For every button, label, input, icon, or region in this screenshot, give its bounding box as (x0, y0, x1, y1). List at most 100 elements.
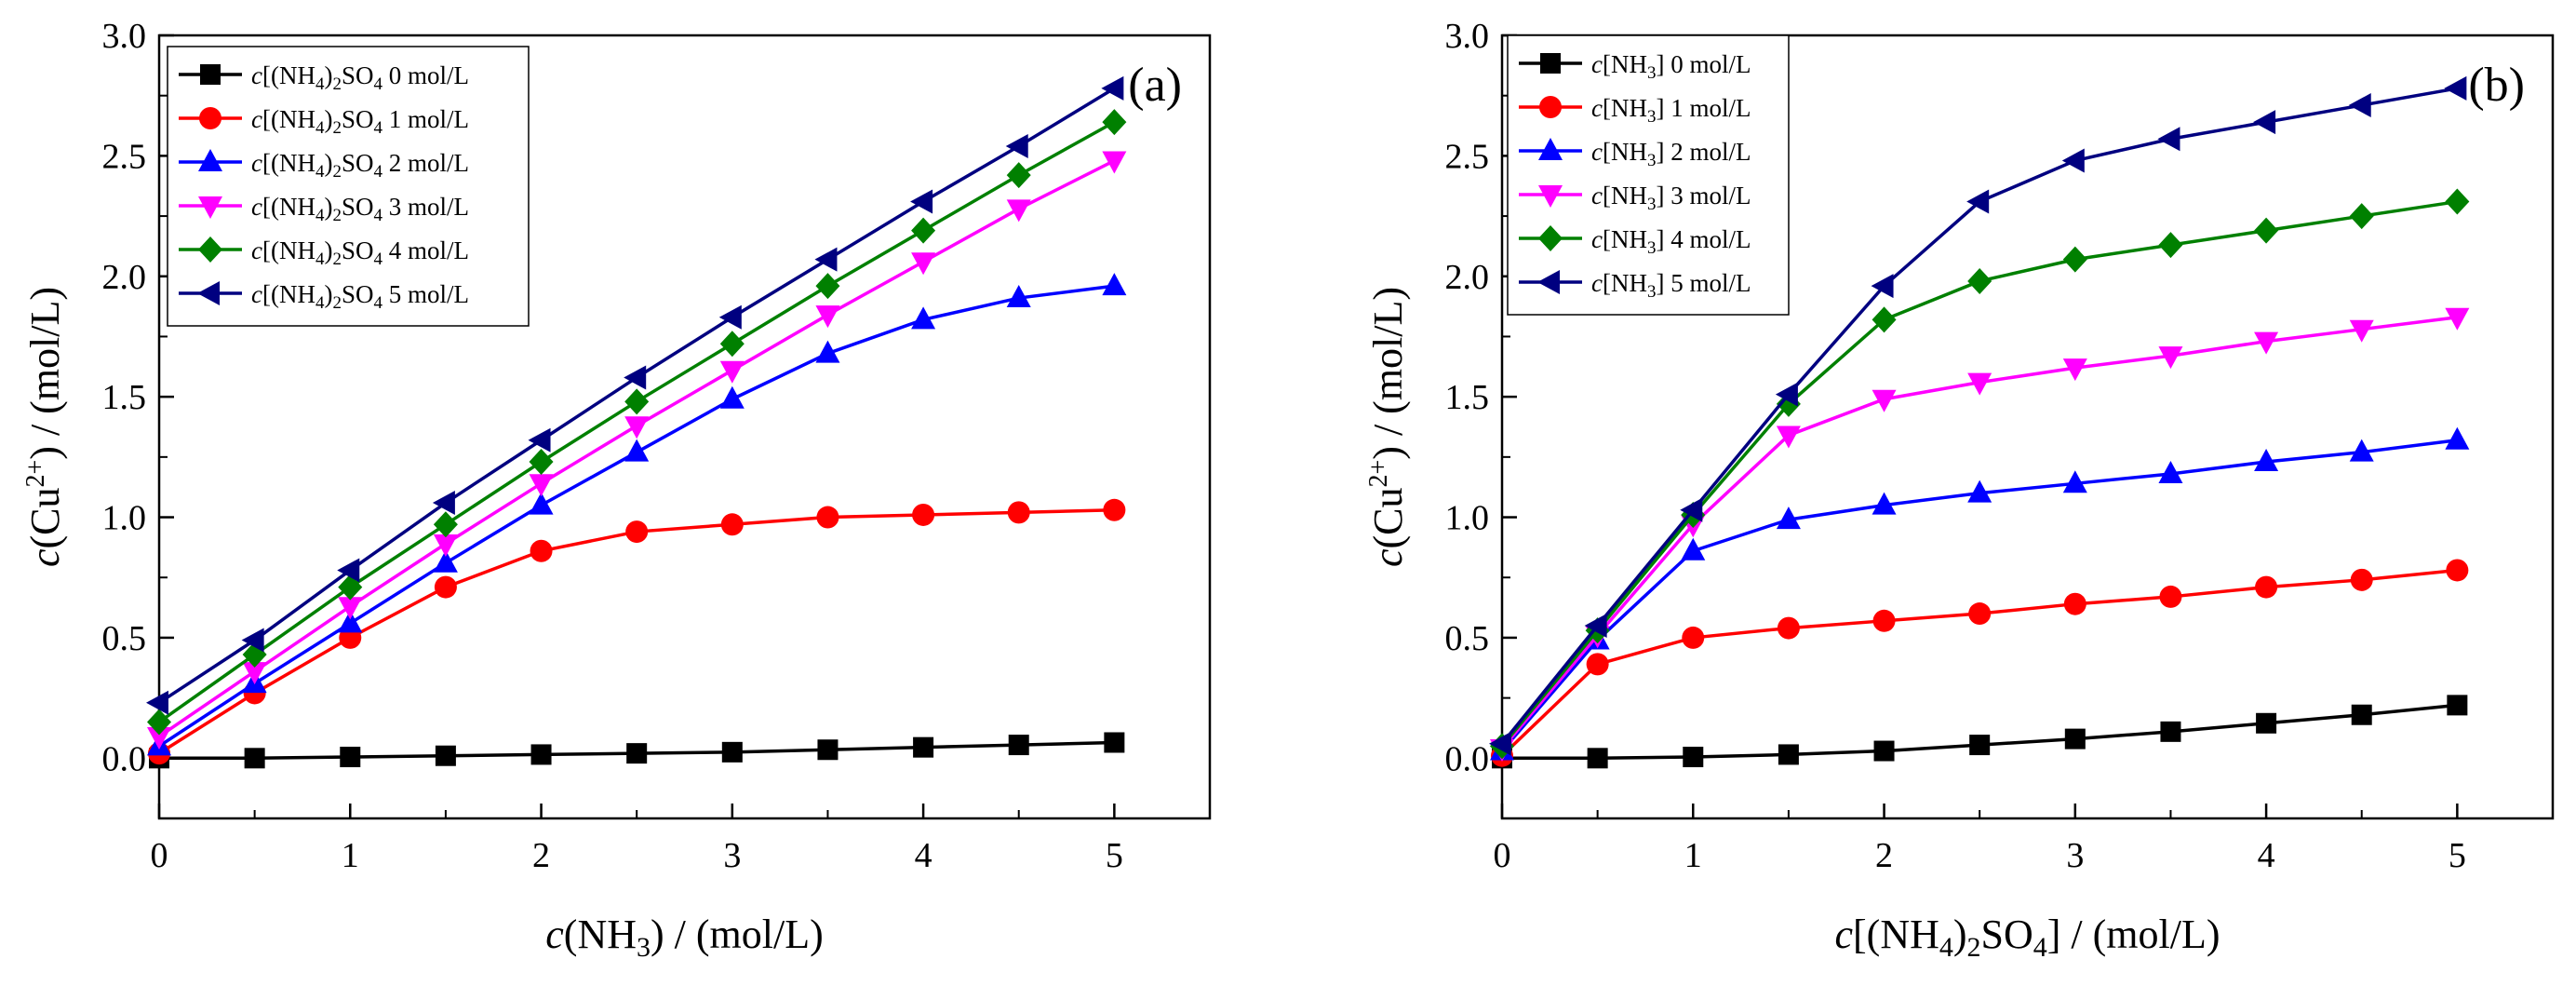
data-point (1872, 609, 1896, 632)
data-point (2447, 695, 2468, 716)
x-tick-label: 1 (342, 836, 359, 875)
data-point (720, 513, 744, 536)
y-tick-label: 0.0 (1445, 739, 1490, 778)
x-tick-label: 2 (532, 836, 550, 875)
data-point (244, 748, 265, 769)
x-tick-label: 2 (1875, 836, 1893, 875)
data-point (626, 743, 648, 764)
data-point (719, 331, 745, 358)
data-point (146, 690, 168, 715)
data-point (1584, 613, 1607, 638)
data-point (337, 558, 360, 583)
data-point (1966, 189, 1990, 214)
legend-swatch-marker (1540, 53, 1561, 74)
legend-entry-label: c[NH3] 0 mol/L (1591, 50, 1751, 83)
legend-entry-label: c[NH3] 4 mol/L (1591, 225, 1751, 258)
panel-label: (b) (2468, 59, 2525, 112)
plot-frame (157, 34, 1212, 820)
x-tick-label: 0 (1494, 836, 1511, 875)
data-point (721, 741, 743, 763)
x-tick-label: 5 (2449, 836, 2466, 875)
legend-swatch-marker (1538, 185, 1563, 208)
series-line (1500, 568, 2458, 757)
data-point (2349, 203, 2374, 230)
data-point (2349, 319, 2374, 343)
data-point (242, 662, 267, 685)
data-point (2160, 721, 2181, 742)
y-tick-label: 1.5 (102, 378, 147, 417)
legend-entry-label: c[(NH4)2SO4 4 mol/L (251, 236, 469, 269)
data-point (2062, 470, 2087, 493)
legend-entry-label: c[(NH4)2SO4 0 mol/L (251, 61, 469, 94)
legend-entry-label: c[NH3] 3 mol/L (1591, 182, 1751, 214)
legend-swatch-marker (1538, 138, 1563, 160)
legend-entry-label: c[(NH4)2SO4 5 mol/L (251, 280, 469, 313)
data-point (624, 365, 647, 390)
legend-swatch-marker (200, 64, 221, 85)
panel-a: 0 1 2 3 4 5 0.0 0.5 1.0 1.5 2.0 2.5 3.0 c(NH3) / (mol… (21, 17, 1212, 963)
legend: c[(NH4)2SO4 0 mol/L c[(NH4)2SO4 1 mol/L c[… (167, 46, 530, 327)
data-point (2351, 704, 2372, 725)
data-point (241, 628, 264, 653)
series-line (158, 284, 1115, 748)
y-tick-label: 2.0 (102, 258, 147, 297)
data-point (2349, 439, 2374, 462)
legend-swatch-marker (1538, 225, 1563, 251)
data-point (433, 511, 458, 538)
data-point (2445, 426, 2470, 450)
data-point (2348, 93, 2371, 118)
data-point (2063, 592, 2086, 615)
data-point (2253, 110, 2276, 135)
x-tick-label: 4 (2258, 836, 2275, 875)
data-point (814, 247, 838, 272)
data-point (1683, 747, 1704, 768)
x-tick-label: 3 (723, 836, 741, 875)
data-point (815, 273, 840, 300)
data-point (2254, 449, 2279, 472)
x-tick-label: 1 (1684, 836, 1702, 875)
data-point (529, 492, 554, 515)
x-tick-label: 3 (2066, 836, 2084, 875)
data-point (2064, 728, 2086, 750)
data-point (718, 304, 742, 330)
data-point (432, 491, 455, 516)
series-line (158, 508, 1115, 755)
legend-swatch-marker (198, 149, 222, 171)
data-point (338, 597, 363, 620)
data-point (1489, 731, 1511, 756)
y-tick-label: 0.5 (1445, 619, 1490, 658)
y-tick-label: 0.0 (102, 739, 147, 778)
data-point (435, 745, 456, 766)
y-tick-label: 1.0 (102, 499, 147, 538)
data-point (911, 306, 936, 330)
plot-frame (1500, 34, 2555, 820)
data-point (2062, 358, 2087, 382)
data-point (910, 189, 933, 214)
legend-swatch-marker (198, 236, 222, 263)
data-point (1586, 653, 1609, 676)
data-point (2062, 246, 2087, 273)
data-point (624, 388, 650, 415)
data-point (816, 506, 839, 529)
legend-swatch-marker (199, 107, 221, 129)
data-point (2256, 712, 2277, 734)
data-point (913, 736, 934, 758)
x-axis-title: c[(NH4)2SO4] / (mol/L) (1834, 912, 2220, 963)
x-tick-label: 4 (915, 836, 932, 875)
y-tick-label: 0.5 (102, 619, 147, 658)
panel-label: (a) (1128, 59, 1182, 112)
data-point (1103, 498, 1126, 521)
data-point (1968, 602, 1992, 626)
data-point (147, 709, 171, 736)
data-point (1871, 274, 1894, 299)
legend-entry-label: c[(NH4)2SO4 1 mol/L (251, 105, 469, 138)
data-point (1967, 372, 1992, 396)
legend-entry-label: c[(NH4)2SO4 2 mol/L (251, 149, 469, 182)
data-point (719, 360, 745, 384)
legend-swatch-marker (1537, 270, 1560, 294)
legend-swatch-marker (197, 281, 220, 305)
legend-swatch-marker (198, 196, 222, 219)
data-point (2158, 460, 2183, 483)
data-point (1008, 735, 1029, 756)
data-point (1776, 507, 1801, 530)
